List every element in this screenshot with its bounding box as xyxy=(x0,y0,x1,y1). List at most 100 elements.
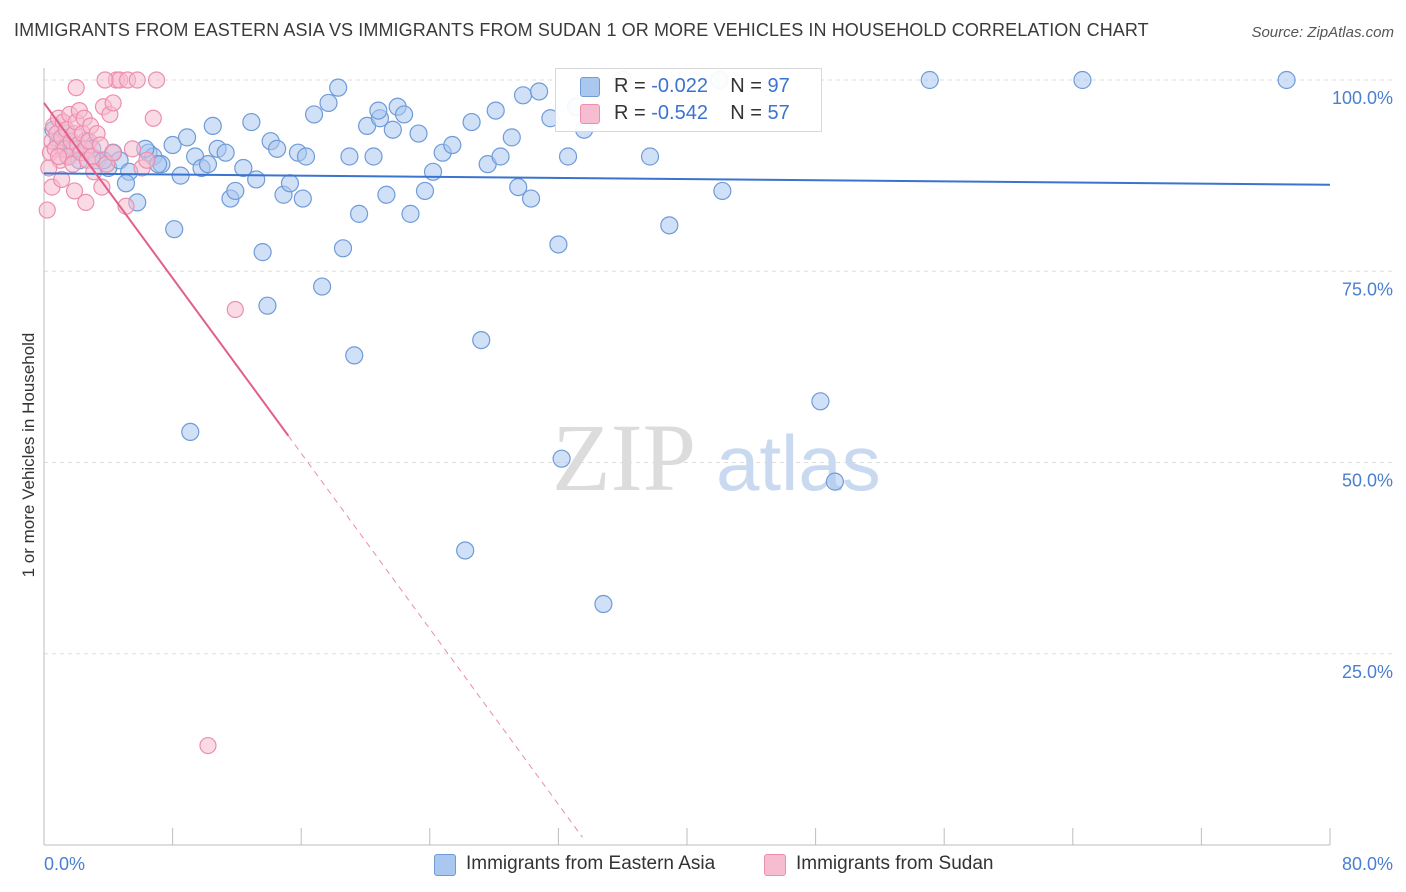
data-point xyxy=(1277,70,1296,90)
data-point xyxy=(144,109,162,127)
data-point xyxy=(116,174,136,193)
data-point xyxy=(38,201,56,219)
data-point xyxy=(549,235,568,254)
legend-n-label: N = xyxy=(730,102,762,124)
data-point xyxy=(96,71,114,89)
legend-label-sudan: Immigrants from Sudan xyxy=(796,853,994,874)
data-point xyxy=(138,151,156,169)
y-axis-label: 1 or more Vehicles in Household xyxy=(19,333,38,578)
data-point xyxy=(226,300,244,319)
series-legend: Immigrants from Eastern Asia Immigrants … xyxy=(0,850,1406,880)
watermark-zip: ZIP xyxy=(552,404,696,511)
data-point xyxy=(104,94,122,112)
data-point xyxy=(91,136,109,154)
legend-n-value: 97 xyxy=(767,75,790,97)
data-point xyxy=(394,105,414,124)
series-sudan-points xyxy=(38,71,244,755)
data-point xyxy=(364,147,383,166)
watermark-atlas: atlas xyxy=(716,419,881,507)
y-tick-label: 50.0% xyxy=(1342,471,1393,491)
data-point xyxy=(530,82,549,101)
data-point xyxy=(713,181,732,201)
data-point xyxy=(660,216,679,235)
legend-n-label: N = xyxy=(730,75,762,97)
data-point xyxy=(93,178,111,196)
data-point xyxy=(296,147,316,166)
tick-labels: 25.0% 50.0% 75.0% 100.0% 0.0% 80.0% xyxy=(44,88,1393,874)
x-tick-label: 80.0% xyxy=(1342,854,1393,874)
data-point xyxy=(377,185,396,204)
data-point xyxy=(53,170,71,189)
chart-title: IMMIGRANTS FROM EASTERN ASIA VS IMMIGRAN… xyxy=(14,20,1149,40)
data-point xyxy=(280,174,300,193)
data-point xyxy=(319,93,338,113)
legend-r-label: R = xyxy=(614,102,646,124)
data-point xyxy=(552,449,571,468)
trend-line-eastern-asia xyxy=(43,172,1331,186)
data-point xyxy=(486,101,505,120)
data-point xyxy=(312,277,332,296)
data-point xyxy=(242,112,261,132)
legend-r-value: -0.022 xyxy=(651,75,708,97)
source-credit: Source: ZipAtlas.com xyxy=(1251,24,1394,41)
grid xyxy=(44,79,1392,655)
data-point xyxy=(825,472,844,491)
series-eastern-asia-points xyxy=(44,70,1296,614)
data-point xyxy=(558,147,578,166)
data-point xyxy=(165,220,184,239)
data-point xyxy=(491,147,510,166)
data-point xyxy=(258,296,277,315)
data-point xyxy=(409,124,428,143)
data-point xyxy=(147,71,166,89)
axes xyxy=(43,68,1331,846)
legend-r-value: -0.542 xyxy=(651,102,708,124)
data-point xyxy=(509,178,528,197)
data-point xyxy=(67,79,85,97)
data-point xyxy=(349,204,369,223)
data-point xyxy=(267,139,287,158)
data-point xyxy=(77,193,95,211)
data-point xyxy=(401,204,420,223)
legend-label-eastern-asia: Immigrants from Eastern Asia xyxy=(466,853,716,874)
data-point xyxy=(811,392,830,411)
data-point xyxy=(253,243,272,262)
data-point xyxy=(443,135,462,155)
trend-line-sudan xyxy=(43,102,290,437)
data-point xyxy=(49,147,68,166)
y-tick-label: 100.0% xyxy=(1332,88,1393,108)
data-point xyxy=(329,78,348,97)
legend-swatch-pink xyxy=(580,104,600,124)
x-tick-label: 0.0% xyxy=(44,854,85,874)
y-tick-label: 75.0% xyxy=(1342,279,1393,299)
legend-swatch-blue xyxy=(580,77,600,97)
legend-swatch-pink xyxy=(764,854,786,876)
data-point xyxy=(123,140,142,158)
data-point xyxy=(383,120,402,139)
data-point xyxy=(199,736,217,755)
data-point xyxy=(226,181,245,201)
data-point xyxy=(462,112,481,132)
data-point xyxy=(345,346,364,365)
data-point xyxy=(1073,70,1092,90)
watermark: ZIP atlas xyxy=(552,404,881,511)
data-point xyxy=(920,70,939,90)
data-point xyxy=(369,101,388,120)
legend-r-label: R = xyxy=(614,75,646,97)
data-point xyxy=(40,159,58,177)
data-point xyxy=(171,166,190,185)
data-point xyxy=(640,147,660,166)
data-point xyxy=(333,239,353,258)
data-point xyxy=(234,158,253,178)
data-point xyxy=(247,170,266,189)
data-point xyxy=(293,189,312,208)
legend-n-value: 57 xyxy=(767,102,790,124)
correlation-legend: R = -0.022 N = 97 R = -0.542 N = 57 xyxy=(555,68,822,132)
data-point xyxy=(198,155,218,174)
data-point xyxy=(163,135,182,155)
data-point xyxy=(177,128,197,147)
data-point xyxy=(104,144,122,162)
data-point xyxy=(340,147,359,166)
data-point xyxy=(513,86,533,105)
data-point xyxy=(216,143,235,162)
data-point xyxy=(521,189,541,208)
